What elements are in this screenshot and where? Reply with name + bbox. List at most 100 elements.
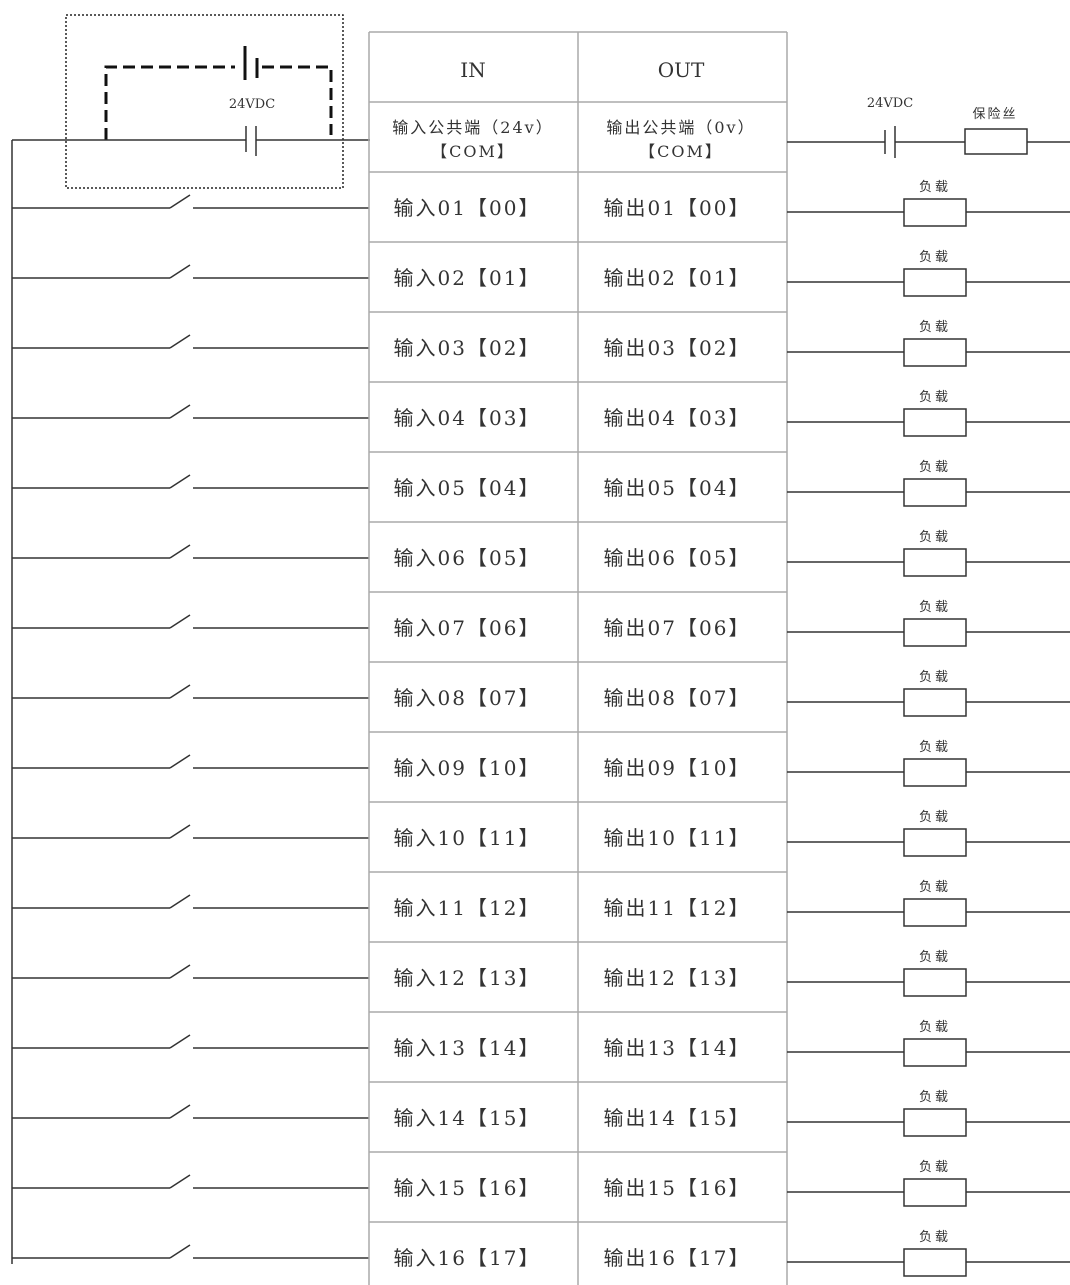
- input-switch: [12, 964, 369, 979]
- input-switch: [12, 684, 369, 699]
- output-row-label: 输出07【06】: [604, 616, 751, 640]
- load-label: 负载: [919, 250, 951, 265]
- output-load: [787, 1248, 1070, 1277]
- load-label: 负载: [919, 880, 951, 895]
- input-row-label: 输入05【04】: [394, 476, 541, 500]
- input-switch: [12, 334, 369, 349]
- input-switch: [12, 264, 369, 279]
- input-switch: [12, 1174, 369, 1189]
- input-row-label: 输入07【06】: [394, 616, 541, 640]
- header-out: OUT: [658, 58, 705, 82]
- out-common-com: 【COM】: [639, 142, 723, 161]
- input-row-label: 输入04【03】: [394, 406, 541, 430]
- input-row-label: 输入01【00】: [394, 196, 541, 220]
- input-row-label: 输入16【17】: [394, 1246, 541, 1270]
- output-row-label: 输出05【04】: [604, 476, 751, 500]
- input-switch: [12, 544, 369, 559]
- right-supply-symbol: [787, 126, 1070, 158]
- in-common-com: 【COM】: [431, 142, 515, 161]
- input-switch: [12, 1104, 369, 1119]
- input-row-label: 输入12【13】: [394, 966, 541, 990]
- output-load: [787, 898, 1070, 927]
- fuse-label: 保险丝: [972, 107, 1017, 122]
- load-label: 负载: [919, 740, 951, 755]
- right-supply-label: 24VDC: [867, 96, 913, 111]
- output-load: [787, 758, 1070, 787]
- output-row-label: 输出10【11】: [604, 826, 751, 850]
- load-label: 负载: [919, 180, 951, 195]
- output-row-label: 输出03【02】: [604, 336, 751, 360]
- load-label: 负载: [919, 1090, 951, 1105]
- input-switch: [12, 614, 369, 629]
- input-switch: [12, 754, 369, 769]
- supply-highlight-box: [65, 14, 344, 189]
- input-row-label: 输入03【02】: [394, 336, 541, 360]
- input-row-label: 输入09【10】: [394, 756, 541, 780]
- dashed-battery-symbol: [104, 46, 333, 140]
- left-supply-label: 24VDC: [229, 97, 275, 112]
- load-label: 负载: [919, 530, 951, 545]
- load-label: 负载: [919, 1020, 951, 1035]
- load-label: 负载: [919, 810, 951, 825]
- input-switch: [12, 194, 369, 209]
- input-row-label: 输入06【05】: [394, 546, 541, 570]
- input-row-label: 输入10【11】: [394, 826, 541, 850]
- out-common-label: 输出公共端（0v）: [606, 118, 755, 137]
- output-row-label: 输出01【00】: [604, 196, 751, 220]
- load-label: 负载: [919, 1160, 951, 1175]
- output-load: [787, 548, 1070, 577]
- left-supply-symbol: [11, 126, 370, 1264]
- output-load: [787, 618, 1070, 647]
- io-table: [368, 31, 788, 1285]
- input-switch: [12, 404, 369, 419]
- in-common-label: 输入公共端（24v）: [392, 118, 553, 137]
- output-row-label: 输出09【10】: [604, 756, 751, 780]
- output-load: [787, 268, 1070, 297]
- input-switch: [12, 824, 369, 839]
- load-label: 负载: [919, 390, 951, 405]
- load-label: 负载: [919, 460, 951, 475]
- input-switch: [12, 1034, 369, 1049]
- output-load: [787, 1178, 1070, 1207]
- input-row-label: 输入08【07】: [394, 686, 541, 710]
- output-row-label: 输出11【12】: [604, 896, 751, 920]
- output-row-label: 输出15【16】: [604, 1176, 751, 1200]
- input-row-label: 输入14【15】: [394, 1106, 541, 1130]
- input-switch: [12, 1244, 369, 1259]
- output-row-label: 输出14【15】: [604, 1106, 751, 1130]
- input-switches: [12, 194, 369, 1259]
- input-switch: [12, 474, 369, 489]
- output-load: [787, 198, 1070, 227]
- output-load: [787, 478, 1070, 507]
- output-load: [787, 828, 1070, 857]
- input-labels: 输入01【00】输入02【01】输入03【02】输入04【03】输入05【04】…: [394, 196, 541, 1270]
- input-row-label: 输入13【14】: [394, 1036, 541, 1060]
- output-load: [787, 408, 1070, 437]
- load-label: 负载: [919, 600, 951, 615]
- output-row-label: 输出12【13】: [604, 966, 751, 990]
- input-row-label: 输入02【01】: [394, 266, 541, 290]
- output-load: [787, 338, 1070, 367]
- output-row-label: 输出08【07】: [604, 686, 751, 710]
- header-in: IN: [460, 58, 485, 82]
- fuse-symbol: [964, 128, 1028, 155]
- output-row-label: 输出06【05】: [604, 546, 751, 570]
- load-label: 负载: [919, 320, 951, 335]
- input-row-label: 输入15【16】: [394, 1176, 541, 1200]
- output-load: [787, 1108, 1070, 1137]
- input-row-label: 输入11【12】: [394, 896, 541, 920]
- output-load: [787, 968, 1070, 997]
- load-label: 负载: [919, 950, 951, 965]
- output-load: [787, 1038, 1070, 1067]
- load-label: 负载: [919, 670, 951, 685]
- output-load: [787, 688, 1070, 717]
- output-row-label: 输出13【14】: [604, 1036, 751, 1060]
- output-row-label: 输出16【17】: [604, 1246, 751, 1270]
- output-row-label: 输出04【03】: [604, 406, 751, 430]
- output-row-label: 输出02【01】: [604, 266, 751, 290]
- load-label: 负载: [919, 1230, 951, 1245]
- output-labels: 输出01【00】输出02【01】输出03【02】输出04【03】输出05【04】…: [604, 196, 751, 1270]
- input-switch: [12, 894, 369, 909]
